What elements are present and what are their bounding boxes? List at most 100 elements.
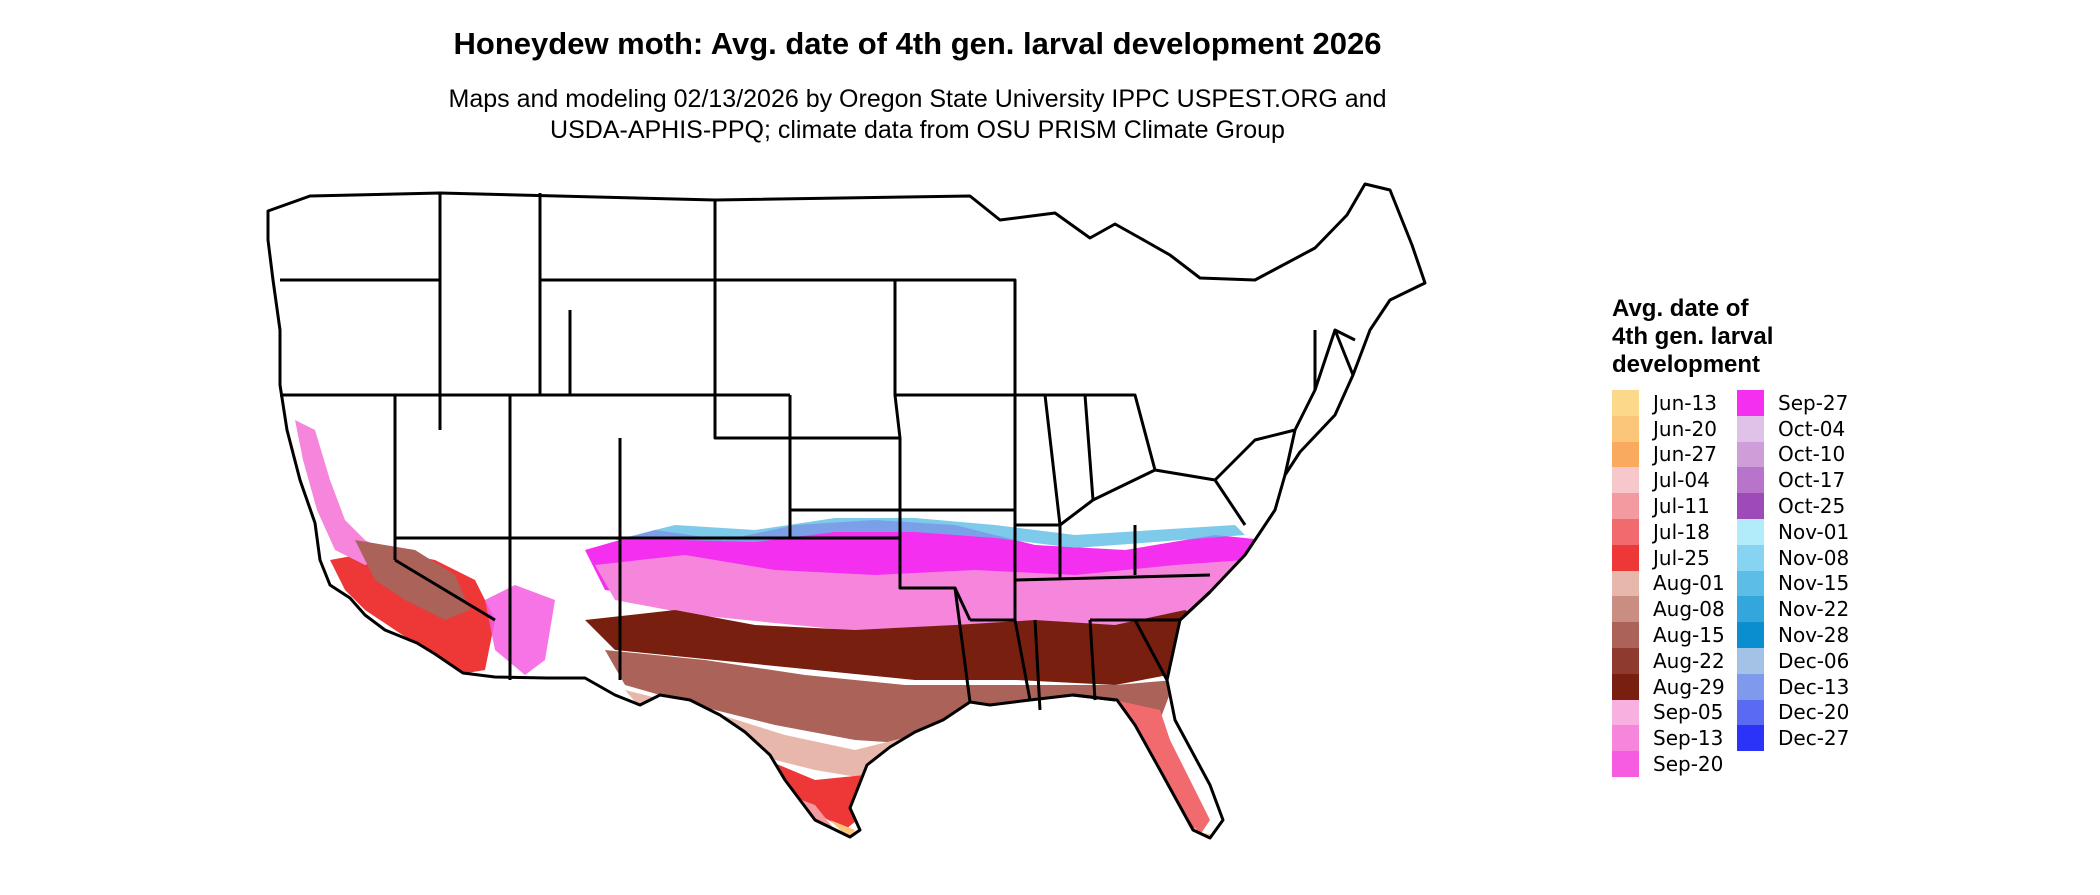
- legend-swatch: [1737, 519, 1764, 545]
- legend-label: Oct-17: [1778, 468, 1846, 493]
- legend-item: Jul-11: [1612, 493, 1710, 519]
- legend-swatch: [1737, 493, 1764, 519]
- legend-item: Jul-25: [1612, 544, 1710, 571]
- legend-item: Jul-04: [1612, 467, 1710, 494]
- legend-item: Nov-15: [1737, 570, 1850, 597]
- legend-swatch: [1612, 699, 1639, 726]
- legend-item: Aug-15: [1612, 622, 1725, 648]
- legend-swatch: [1612, 648, 1639, 674]
- legend-swatch: [1612, 493, 1639, 519]
- legend-label: Dec-06: [1778, 648, 1850, 673]
- band-sw-brown: [355, 540, 470, 620]
- map-title: Honeydew moth: Avg. date of 4th gen. lar…: [453, 26, 1382, 61]
- legend-item: Sep-20: [1612, 751, 1723, 777]
- state-boundaries: [266, 182, 1427, 840]
- band-sw-pink: [295, 420, 395, 565]
- legend-label: Jun-13: [1653, 390, 1717, 415]
- subtitle-line-2: USDA-APHIS-PPQ; climate data from OSU PR…: [550, 116, 1285, 144]
- legend-item: Nov-28: [1737, 622, 1849, 648]
- legend-label: Dec-13: [1778, 674, 1850, 699]
- legend-swatch: [1612, 544, 1639, 571]
- legend-swatch: [1737, 415, 1764, 442]
- legend-label: Jul-04: [1653, 468, 1710, 493]
- legend-swatch: [1737, 648, 1764, 674]
- legend-item: Oct-25: [1737, 493, 1845, 519]
- legend-swatch: [1612, 622, 1639, 648]
- legend-item: Dec-20: [1737, 699, 1850, 726]
- legend-label: Aug-29: [1653, 674, 1725, 699]
- legend-label: Sep-05: [1653, 700, 1724, 725]
- legend-swatch: [1737, 390, 1764, 416]
- legend-item: Oct-10: [1737, 441, 1846, 468]
- band-aug-29: [585, 610, 1215, 685]
- legend-label: Jul-18: [1653, 519, 1710, 544]
- map-subtitle: Maps and modeling 02/13/2026 by Oregon S…: [0, 84, 1835, 146]
- legend-item: Jun-13: [1612, 390, 1717, 416]
- us-map: [266, 182, 1427, 840]
- legend-item: Aug-29: [1612, 673, 1725, 700]
- legend-swatch: [1737, 441, 1764, 468]
- band-jun-20: [830, 820, 1215, 838]
- legend-swatch: [1612, 467, 1639, 494]
- legend-label: Nov-01: [1778, 519, 1850, 544]
- legend-item: Oct-17: [1737, 467, 1846, 494]
- legend-label: Aug-22: [1653, 648, 1725, 673]
- band-jul-25: [685, 735, 1195, 830]
- legend-swatch: [1737, 699, 1764, 726]
- legend-title-line-3: development: [1612, 351, 1761, 378]
- legend-swatch: [1737, 596, 1764, 623]
- legend-item: Oct-04: [1737, 415, 1846, 442]
- legend-item: Nov-22: [1737, 596, 1850, 623]
- legend-label: Nov-08: [1778, 545, 1850, 570]
- legend-label: Sep-13: [1653, 726, 1724, 751]
- legend-item: Sep-13: [1612, 725, 1724, 752]
- legend-item: Aug-08: [1612, 596, 1725, 623]
- legend-item: Dec-06: [1737, 648, 1849, 674]
- legend-label: Jul-11: [1653, 494, 1710, 519]
- legend-swatch: [1737, 673, 1764, 700]
- legend-label: Nov-22: [1778, 597, 1850, 622]
- legend-swatch: [1612, 596, 1639, 623]
- legend-swatch: [1612, 390, 1639, 416]
- legend-item: Aug-01: [1612, 570, 1725, 597]
- legend-label: Oct-04: [1778, 416, 1846, 441]
- band-blue-fringe: [615, 518, 1245, 548]
- legend-swatch: [1737, 725, 1764, 752]
- legend-item: Nov-08: [1737, 544, 1850, 571]
- legend-label: Jun-27: [1653, 442, 1717, 467]
- legend-label: Aug-01: [1653, 571, 1725, 596]
- legend-label: Sep-20: [1653, 752, 1724, 777]
- legend-item: Sep-27: [1737, 390, 1848, 416]
- legend-swatch: [1737, 622, 1764, 648]
- legend-swatch: [1612, 570, 1639, 597]
- legend-label: Oct-10: [1778, 442, 1846, 467]
- legend-item: Aug-22: [1612, 648, 1725, 674]
- legend-label: Jun-20: [1653, 416, 1717, 441]
- legend-swatch: [1737, 570, 1764, 597]
- phenology-raster: [295, 420, 1265, 838]
- legend-label: Dec-20: [1778, 700, 1850, 725]
- legend-swatch: [1612, 519, 1639, 545]
- legend-item: Dec-27: [1737, 725, 1850, 752]
- band-sep-mid: [595, 555, 1245, 635]
- legend-title-line-1: Avg. date of: [1612, 295, 1749, 322]
- legend-label: Aug-08: [1653, 597, 1725, 622]
- band-nm-pink: [485, 585, 555, 675]
- legend-swatch: [1612, 673, 1639, 700]
- legend-label: Oct-25: [1778, 494, 1846, 519]
- legend-swatch: [1612, 415, 1639, 442]
- legend-swatch: [1612, 441, 1639, 468]
- legend-item: Jun-20: [1612, 415, 1717, 442]
- legend: Avg. date of 4th gen. larval development…: [1612, 295, 1872, 777]
- legend-label: Aug-15: [1653, 623, 1725, 648]
- legend-item: Dec-13: [1737, 673, 1850, 700]
- legend-item: Nov-01: [1737, 519, 1849, 545]
- legend-item: Jun-27: [1612, 441, 1717, 468]
- legend-item: Jul-18: [1612, 519, 1710, 545]
- legend-label: Nov-15: [1778, 571, 1850, 596]
- legend-label: Nov-28: [1778, 623, 1850, 648]
- legend-swatch: [1737, 467, 1764, 494]
- subtitle-line-1: Maps and modeling 02/13/2026 by Oregon S…: [448, 85, 1387, 113]
- legend-title-line-2: 4th gen. larval: [1612, 323, 1774, 350]
- legend-label: Dec-27: [1778, 726, 1850, 751]
